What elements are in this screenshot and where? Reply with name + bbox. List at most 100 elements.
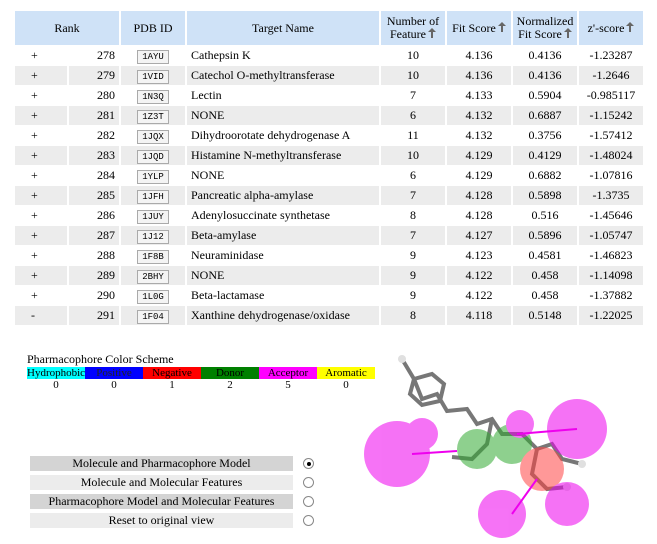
table-row: +290 1L0G Beta-lactamase 9 4.122 0.458 -1.3788… [15, 286, 643, 305]
feature-count: 6 [381, 106, 445, 125]
rank: 285 [68, 186, 119, 205]
option-row[interactable]: Reset to original view [30, 512, 314, 529]
normalized-fit-score: 0.6887 [513, 106, 577, 125]
pdb-id: 1Z3T [121, 106, 185, 125]
expand-toggle[interactable]: - [15, 306, 67, 325]
pdb-button[interactable]: 1F04 [137, 309, 169, 324]
legend-swatch: Positive [85, 367, 143, 379]
legend-count: 5 [285, 379, 291, 391]
target-name: Pancreatic alpha-amylase [187, 186, 379, 205]
expand-toggle[interactable]: + [31, 288, 38, 302]
z-score: -1.14098 [579, 266, 643, 285]
pdb-button[interactable]: 1JFH [137, 189, 169, 204]
radio-button[interactable] [303, 458, 314, 469]
normalized-fit-score: 0.4129 [513, 146, 577, 165]
sort-icon[interactable] [427, 28, 436, 38]
fit-score: 4.128 [465, 208, 493, 222]
table-row: -291 1F04 Xanthine dehydrogenase/oxidase 8 4… [15, 306, 643, 325]
pdb-button[interactable]: 1AYU [137, 49, 169, 64]
expand-toggle[interactable]: + [31, 88, 38, 102]
target-name: Cathepsin K [191, 48, 251, 62]
rank: 278 [97, 48, 115, 62]
expand-toggle[interactable]: + [31, 128, 38, 142]
expand-toggle[interactable]: + [15, 226, 67, 245]
fit-score: 4.122 [465, 288, 493, 302]
option-row[interactable]: Molecule and Molecular Features [30, 474, 314, 491]
pdb-button[interactable]: 1VID [137, 69, 169, 84]
pdb-button[interactable]: 1JQD [137, 149, 169, 164]
expand-toggle[interactable]: + [31, 248, 38, 262]
option-row[interactable]: Molecule and Pharmacophore Model [30, 455, 314, 472]
fit-score: 4.136 [447, 66, 511, 85]
pdb-button[interactable]: 1F8B [137, 249, 169, 264]
fit-score: 4.127 [447, 226, 511, 245]
feature-count: 7 [410, 88, 416, 102]
column-header[interactable]: Normalized Fit Score [513, 11, 577, 45]
rank: 281 [68, 106, 119, 125]
table-row: +280 1N3Q Lectin 7 4.133 0.5904 -0.985117 [15, 86, 643, 105]
radio-button[interactable] [303, 515, 314, 526]
z-score: -1.23287 [589, 48, 633, 62]
target-name: NONE [187, 266, 379, 285]
pdb-id: 1AYU [121, 46, 185, 65]
normalized-fit-score: 0.3756 [528, 128, 562, 142]
pdb-button[interactable]: 1JUY [137, 209, 169, 224]
radio-button[interactable] [303, 477, 314, 488]
sort-icon[interactable] [626, 21, 635, 32]
feature-count: 7 [381, 226, 445, 245]
expand-toggle[interactable]: + [15, 186, 67, 205]
table-row: +287 1J12 Beta-amylase 7 4.127 0.5896 -1.05747 [15, 226, 643, 245]
option-label: Molecule and Molecular Features [30, 475, 293, 490]
column-header: PDB ID [121, 11, 185, 45]
rank: 279 [68, 66, 119, 85]
expand-toggle[interactable]: + [15, 266, 67, 285]
expand-toggle[interactable]: + [15, 66, 67, 85]
target-name: NONE [187, 106, 379, 125]
rank: 291 [68, 306, 119, 325]
pdb-id: 1N3Q [121, 86, 185, 105]
expand-toggle[interactable]: + [31, 48, 38, 62]
sort-icon[interactable] [497, 21, 506, 32]
pdb-button[interactable]: 1J12 [137, 229, 169, 244]
expand-toggle[interactable]: + [15, 106, 67, 125]
target-name: Histamine N-methyltransferase [187, 146, 379, 165]
pdb-button[interactable]: 2BHY [137, 269, 169, 284]
pdb-button[interactable]: 1L0G [137, 289, 169, 304]
pdb-button[interactable]: 1Z3T [137, 109, 169, 124]
column-header: Rank [15, 11, 119, 45]
legend-swatch: Negative [143, 367, 201, 379]
pdb-button[interactable]: 1N3Q [137, 89, 169, 104]
normalized-fit-score: 0.5148 [513, 306, 577, 325]
sort-icon[interactable] [563, 28, 572, 38]
fit-score: 4.123 [465, 248, 493, 262]
legend-count: 1 [169, 379, 175, 391]
rank: 287 [68, 226, 119, 245]
option-row[interactable]: Pharmacophore Model and Molecular Featur… [30, 493, 314, 510]
column-header[interactable]: Number of Feature [381, 11, 445, 45]
normalized-fit-score: 0.5896 [513, 226, 577, 245]
target-name: Dihydroorotate dehydrogenase A [191, 128, 351, 142]
feature-count: 7 [381, 186, 445, 205]
table-row: +278 1AYU Cathepsin K 10 4.136 0.4136 -1.23287 [15, 46, 643, 65]
pdb-button[interactable]: 1YLP [137, 169, 169, 184]
z-score: -1.2646 [579, 66, 643, 85]
table-row: +284 1YLP NONE 6 4.129 0.6882 -1.07816 [15, 166, 643, 185]
feature-count: 11 [407, 128, 419, 142]
pdb-button[interactable]: 1JQX [137, 129, 169, 144]
target-name: Lectin [191, 88, 222, 102]
legend-count: 0 [343, 379, 349, 391]
normalized-fit-score: 0.516 [531, 208, 559, 222]
expand-toggle[interactable]: + [15, 146, 67, 165]
fit-score: 4.118 [447, 306, 511, 325]
column-header[interactable]: z'-score [579, 11, 643, 45]
radio-button[interactable] [303, 496, 314, 507]
column-header[interactable]: Fit Score [447, 11, 511, 45]
legend-count: 0 [53, 379, 59, 391]
expand-toggle[interactable]: + [31, 168, 38, 182]
z-score: -0.985117 [586, 88, 636, 102]
feature-count: 8 [381, 306, 445, 325]
view-options: Molecule and Pharmacophore Model Molecule… [30, 455, 314, 531]
fit-score: 4.129 [447, 146, 511, 165]
expand-toggle[interactable]: + [31, 208, 38, 222]
